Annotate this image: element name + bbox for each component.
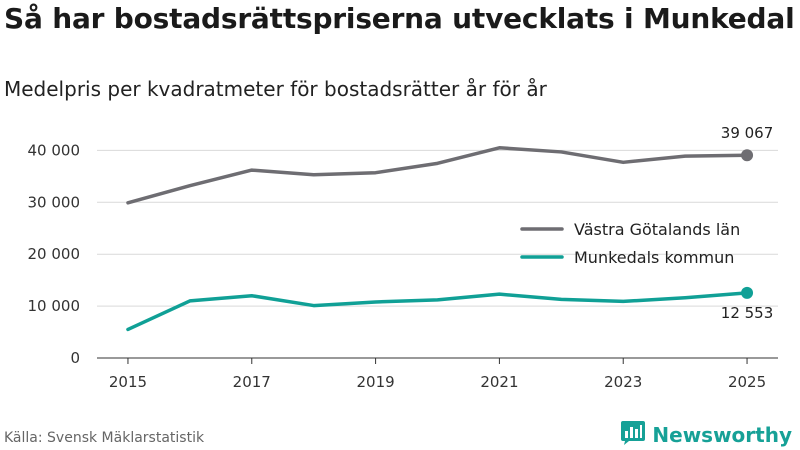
x-tick-label: 2019 xyxy=(356,373,394,391)
series-line xyxy=(126,291,749,332)
x-tick-label: 2017 xyxy=(233,373,271,391)
y-tick-label: 20 000 xyxy=(28,245,81,263)
y-tick-label: 10 000 xyxy=(28,297,81,315)
series-line xyxy=(126,146,749,205)
chart-subtitle: Medelpris per kvadratmeter för bostadsrä… xyxy=(4,77,547,101)
newsworthy-brand: Newsworthy xyxy=(620,420,792,450)
series-end-point xyxy=(741,286,754,299)
series-end-label: 12 553 xyxy=(721,304,774,322)
x-tick-label: 2015 xyxy=(109,373,147,391)
series-end-point xyxy=(741,149,754,162)
x-tick-label: 2025 xyxy=(728,373,766,391)
source-note: Källa: Svensk Mäklarstatistik xyxy=(4,430,205,446)
newsworthy-logo-icon xyxy=(620,420,646,450)
y-tick-label: 0 xyxy=(70,349,80,367)
series-end-label: 39 067 xyxy=(721,124,774,142)
legend-label: Västra Götalands län xyxy=(574,220,740,239)
y-tick-label: 30 000 xyxy=(28,193,81,211)
x-tick-label: 2023 xyxy=(604,373,642,391)
legend-label: Munkedals kommun xyxy=(574,248,734,267)
newsworthy-wordmark: Newsworthy xyxy=(652,423,792,447)
y-tick-label: 40 000 xyxy=(28,141,81,159)
chart-title: Så har bostadsrättspriserna utvecklats i… xyxy=(4,2,795,35)
x-tick-label: 2021 xyxy=(480,373,518,391)
